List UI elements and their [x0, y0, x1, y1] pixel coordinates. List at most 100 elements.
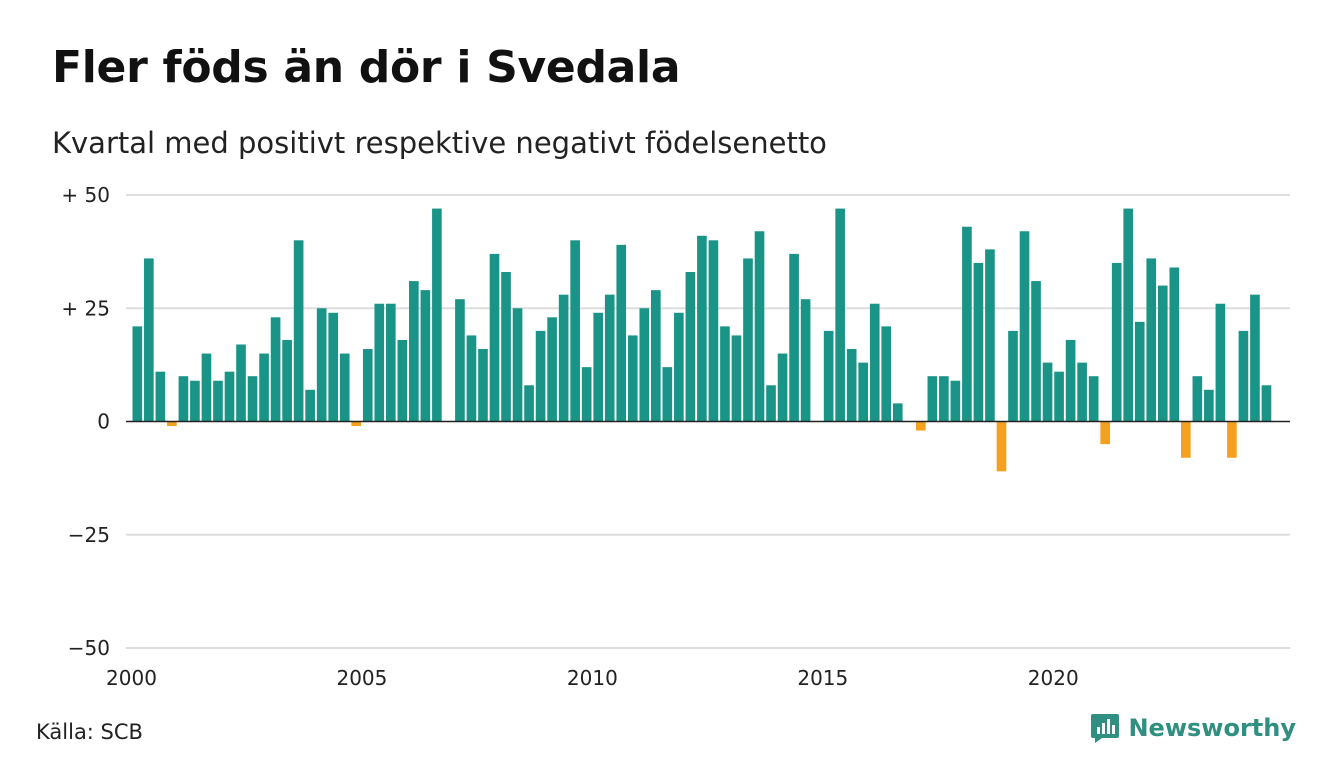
bar	[1019, 231, 1030, 422]
x-tick-label: 2020	[1028, 666, 1079, 690]
bar	[1077, 362, 1087, 422]
bar	[535, 330, 546, 422]
bar	[409, 281, 419, 422]
x-tick-label: 2005	[336, 666, 387, 690]
bar	[305, 389, 315, 422]
bar	[1261, 385, 1272, 422]
bar	[328, 312, 339, 422]
bar	[1042, 362, 1053, 422]
bar	[570, 240, 580, 422]
bar	[1054, 371, 1064, 422]
bar	[489, 253, 500, 422]
bar	[339, 353, 350, 422]
bar	[362, 349, 373, 422]
bar	[432, 208, 442, 422]
bar	[1227, 421, 1237, 458]
bar	[846, 349, 857, 422]
bar	[869, 303, 880, 422]
bar	[743, 258, 753, 422]
bar	[316, 308, 327, 422]
bar	[178, 376, 189, 422]
bar	[720, 326, 730, 422]
bar	[604, 294, 615, 422]
bar	[512, 308, 523, 422]
bar	[789, 253, 799, 422]
bar	[754, 231, 765, 422]
y-tick-label: + 25	[61, 296, 110, 320]
bar	[662, 367, 673, 422]
bar	[282, 339, 292, 422]
bar	[293, 240, 304, 422]
bar	[973, 262, 984, 422]
brand-logo[interactable]: Newsworthy	[1090, 712, 1296, 744]
bar	[892, 403, 903, 422]
x-tick-label: 2010	[567, 666, 618, 690]
bar	[708, 240, 719, 422]
bar	[351, 421, 362, 427]
chart-title: Fler föds än dör i Svedala	[52, 42, 681, 93]
bar	[915, 421, 926, 431]
bar	[674, 312, 684, 422]
bar	[697, 235, 707, 422]
bar	[1250, 294, 1260, 422]
bar	[1238, 330, 1249, 422]
bar	[190, 380, 200, 422]
bar	[927, 376, 938, 422]
bar	[224, 371, 235, 422]
chart-subtitle: Kvartal med positivt respektive negativt…	[52, 126, 827, 160]
bar	[374, 303, 385, 422]
bar	[1215, 303, 1226, 422]
bar	[132, 326, 143, 422]
bar	[1169, 267, 1180, 422]
bar	[478, 349, 488, 422]
bar	[581, 367, 592, 422]
newsworthy-logo-icon	[1091, 714, 1120, 743]
y-tick-label: + 50	[61, 183, 110, 207]
bar	[397, 339, 408, 422]
bar	[1157, 285, 1168, 422]
bar	[731, 335, 742, 422]
bar	[939, 376, 949, 422]
bar	[155, 371, 166, 422]
bars	[132, 208, 1272, 472]
bar	[236, 344, 246, 422]
bar	[1181, 421, 1191, 458]
bar	[385, 303, 396, 422]
bar	[627, 335, 638, 422]
bar	[996, 421, 1007, 472]
bar	[558, 294, 569, 422]
bar	[1134, 321, 1145, 422]
bar	[1008, 330, 1018, 422]
bar	[247, 376, 258, 422]
y-tick-label: 0	[97, 410, 110, 434]
bar	[1088, 376, 1099, 422]
bar	[593, 312, 604, 422]
bar	[823, 330, 834, 422]
x-tick-label: 2015	[797, 666, 848, 690]
bar	[962, 226, 972, 422]
bar	[1111, 262, 1122, 422]
x-axis-ticks: 2000 2005 2010 2015 2020	[106, 666, 1079, 690]
bar	[835, 208, 845, 422]
bar	[213, 380, 223, 422]
bar	[1146, 258, 1157, 422]
bar	[270, 317, 281, 422]
bar	[524, 385, 534, 422]
bar	[1204, 389, 1214, 422]
bar	[167, 421, 177, 427]
source-note: Källa: SCB	[36, 720, 143, 744]
bar	[650, 290, 661, 422]
bar	[259, 353, 269, 422]
bar	[766, 385, 776, 422]
bar	[777, 353, 788, 422]
bar	[800, 299, 811, 422]
bar	[1100, 421, 1110, 445]
bar	[881, 326, 892, 422]
y-axis-ticks: + 50 + 25 0 −25 −50	[61, 183, 110, 660]
bar	[455, 299, 465, 422]
bar	[1031, 281, 1041, 422]
y-tick-label: −50	[68, 636, 110, 660]
bar	[501, 272, 511, 422]
bar	[201, 353, 212, 422]
